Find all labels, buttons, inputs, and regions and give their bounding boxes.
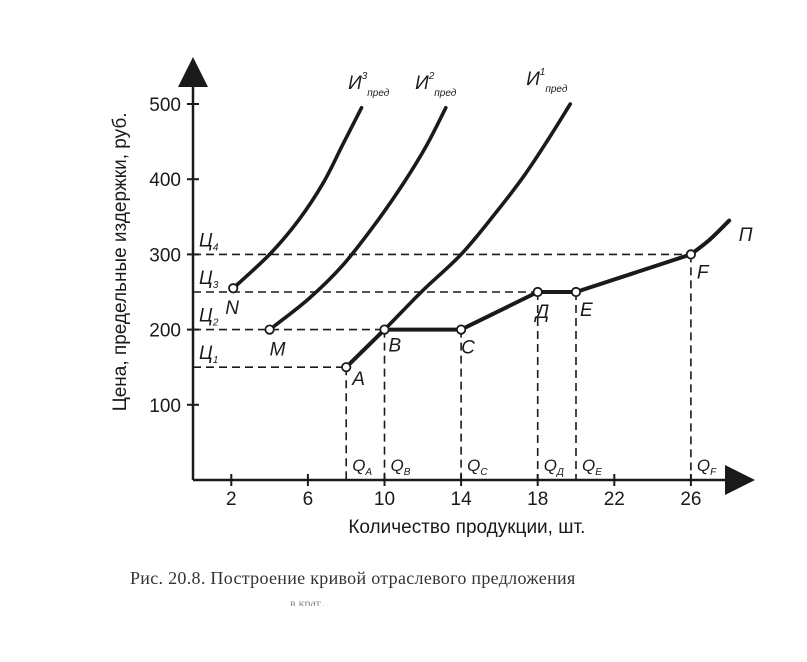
labels: Ц1 Ц2 Ц3 Ц4 QA QB QC QД QE QF И3пред И2пред И1пред П N… [199,67,753,478]
point-label: C [461,338,475,359]
point-marker [228,283,239,294]
point-label: F [697,262,710,283]
curves [231,102,732,370]
x-tick-label: 14 [451,489,473,510]
x-tick-label: 10 [374,489,395,510]
quantity-label: QA [352,456,372,478]
figure-caption-cut: в крат... [290,596,329,606]
price-level-label: Ц1 [199,343,218,366]
series-line [267,105,448,332]
price-level-label: Ц3 [199,268,219,291]
price-level-label: Ц4 [199,230,219,253]
figure-caption: Рис. 20.8. Построение кривой отраслевого… [130,568,576,588]
y-tick-label: 200 [149,321,181,342]
y-tick-label: 400 [149,170,181,191]
point-label: A [351,369,365,390]
price-level-label: Ц2 [199,306,219,329]
x-tick-label: 6 [303,489,314,510]
point-marker [685,249,697,260]
point-marker [341,362,352,373]
point-label: Д [534,302,549,323]
quantity-label: QC [467,456,488,478]
series-line [344,218,732,370]
series-label: И1пред [526,67,568,95]
quantity-label: QB [391,456,411,478]
point-marker [570,286,582,298]
series-label: И3пред [348,71,390,99]
x-tick-label: 26 [680,489,701,510]
series-line [231,105,364,291]
y-tick-label: 300 [149,245,181,266]
point-label: M [270,340,286,361]
dashed-guide-lines [193,253,692,480]
point-marker [264,324,275,335]
point-marker [532,286,543,298]
x-tick-label: 18 [527,489,548,510]
series-label: П [739,225,753,246]
y-tick-label: 100 [149,396,181,417]
series-label: И2пред [415,71,457,99]
curve-points [228,249,697,373]
y-axis-title: Цена, предельные издержки, руб. [110,113,131,412]
point-label: E [580,300,593,321]
x-tick-label: 2 [226,489,237,510]
quantity-label: QД [544,456,564,478]
y-tick-label: 500 [149,95,181,116]
point-marker [379,324,390,335]
quantity-label: QE [582,456,602,478]
point-marker [455,324,467,335]
quantity-label: QF [697,456,717,478]
point-label: N [225,298,239,319]
point-label: B [389,336,402,357]
x-axis-title: Количество продукции, шт. [348,517,585,538]
x-tick-label: 22 [604,489,625,510]
